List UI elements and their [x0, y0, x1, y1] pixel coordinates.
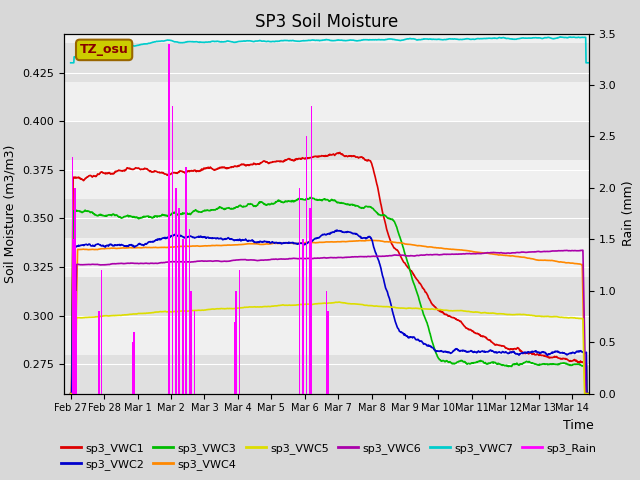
Bar	[133, 332, 135, 394]
Bar	[64, 160, 589, 199]
Bar	[236, 291, 237, 394]
Bar	[72, 240, 74, 394]
Bar	[182, 240, 184, 394]
Bar	[168, 44, 170, 394]
Bar	[74, 188, 76, 394]
Y-axis label: Soil Moisture (m3/m3): Soil Moisture (m3/m3)	[4, 144, 17, 283]
Bar	[64, 277, 589, 316]
Bar	[179, 208, 180, 394]
Bar	[193, 312, 195, 394]
Bar	[64, 34, 589, 43]
Bar	[305, 136, 307, 394]
Bar	[64, 82, 589, 121]
Text: TZ_osu: TZ_osu	[80, 43, 129, 56]
Bar	[75, 291, 77, 394]
Bar	[185, 168, 187, 394]
Bar	[132, 342, 133, 394]
X-axis label: Time: Time	[563, 419, 594, 432]
Bar	[64, 43, 589, 82]
Bar	[172, 106, 173, 394]
Bar	[309, 208, 310, 394]
Bar	[299, 188, 301, 394]
Bar	[64, 199, 589, 238]
Y-axis label: Rain (mm): Rain (mm)	[622, 181, 635, 246]
Bar	[189, 229, 190, 394]
Bar	[64, 238, 589, 277]
Bar	[99, 312, 100, 394]
Bar	[327, 312, 329, 394]
Legend: sp3_VWC1, sp3_VWC2, sp3_VWC3, sp3_VWC4, sp3_VWC5, sp3_VWC6, sp3_VWC7, sp3_Rain: sp3_VWC1, sp3_VWC2, sp3_VWC3, sp3_VWC4, …	[57, 438, 601, 474]
Bar	[190, 291, 192, 394]
Bar	[175, 188, 177, 394]
Bar	[310, 106, 312, 394]
Bar	[64, 355, 589, 394]
Bar	[239, 270, 241, 394]
Bar	[100, 270, 102, 394]
Bar	[72, 157, 73, 394]
Bar	[234, 322, 236, 394]
Bar	[302, 240, 304, 394]
Bar	[326, 291, 327, 394]
Title: SP3 Soil Moisture: SP3 Soil Moisture	[255, 12, 398, 31]
Bar	[64, 316, 589, 355]
Bar	[64, 121, 589, 160]
